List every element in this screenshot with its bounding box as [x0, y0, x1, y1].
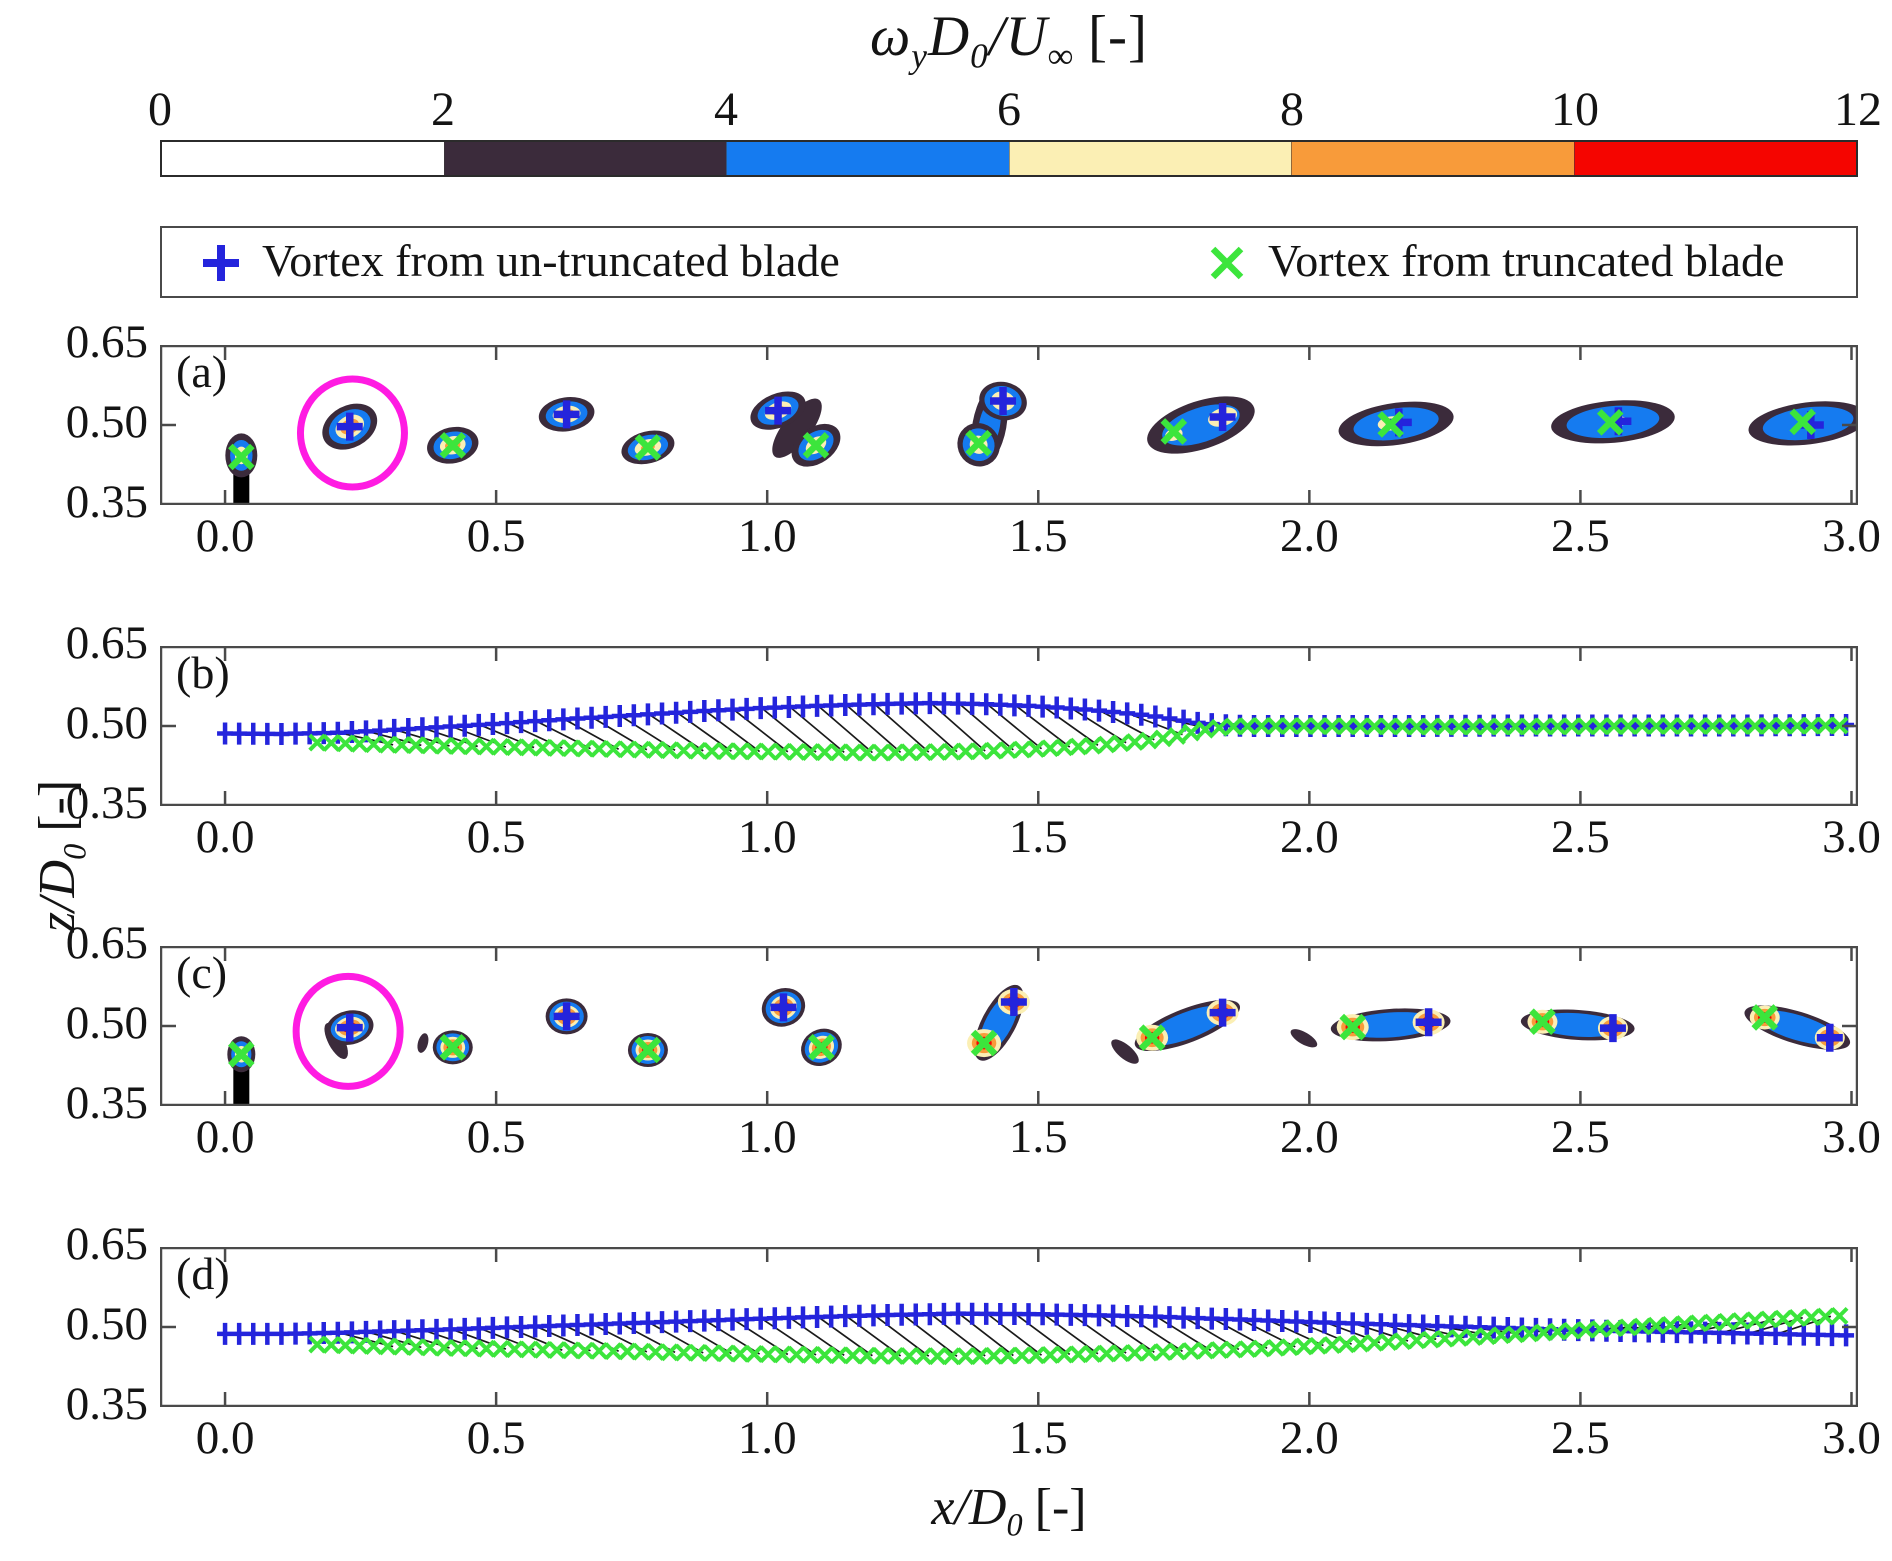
- x-tick-label: 0.5: [466, 1412, 526, 1464]
- vortex-blob: [1134, 999, 1241, 1052]
- legend-label-truncated: Vortex from truncated blade: [1268, 235, 1785, 286]
- panel-a: (a) 0.65 0.50 0.35 0.0 0.5 1.0 1.5 2.0 2.5 3.0: [66, 316, 1881, 562]
- highlight-circle: [292, 972, 404, 1090]
- x-axis-label: x/D0 [-]: [931, 1479, 1087, 1543]
- highlight-circle: [296, 375, 408, 491]
- panel-plot-d: [160, 1247, 1858, 1407]
- axes-frame: [160, 1247, 1858, 1407]
- x-tick-label: 1.5: [1008, 811, 1068, 863]
- x-tick-label: 1.0: [737, 1412, 797, 1464]
- x-tick-label: 2.5: [1551, 811, 1610, 863]
- x-tick-label: 0.0: [195, 510, 255, 562]
- y-tick-label: 0.65: [65, 1218, 148, 1270]
- x-tick-label: 0.5: [466, 811, 526, 863]
- vortex-blob: [772, 398, 822, 458]
- colorbar-segment: [1573, 142, 1856, 175]
- x-tick-label: 2.5: [1551, 1412, 1610, 1464]
- y-tick-label: 0.65: [65, 316, 148, 368]
- colorbar-tick: 6: [997, 83, 1021, 136]
- untruncated-trajectory-markers: [217, 692, 1855, 745]
- axis-ticks: [162, 946, 1856, 1106]
- colorbar-title: ωyD0/U∞ [-]: [870, 5, 1148, 76]
- x-tick-label: 3.0: [1822, 510, 1881, 562]
- truncated-trajectory-markers: [308, 1306, 1849, 1366]
- panel-plot-a: [160, 345, 1858, 505]
- colorbar-tick: 4: [714, 83, 738, 136]
- colorbar-tick: 0: [148, 83, 172, 136]
- x-tick-label: 2.0: [1279, 811, 1339, 863]
- colorbar-segment: [726, 142, 1009, 175]
- y-tick-label: 0.50: [65, 396, 148, 448]
- colorbar-tick: 2: [431, 83, 455, 136]
- axes-frame: [160, 946, 1858, 1106]
- x-tick-label: 2.0: [1279, 510, 1339, 562]
- colorbar-segment: [1291, 142, 1574, 175]
- truncated-vortex-markers: [228, 1004, 1779, 1068]
- y-tick-label: 0.35: [65, 476, 148, 528]
- x-tick-label: 1.0: [737, 1111, 797, 1163]
- panel-plot-b: [160, 646, 1858, 806]
- vortex-blob: [1290, 1029, 1318, 1048]
- vortex-blob: [1147, 396, 1255, 454]
- panel-c: (c) 0.65 0.50 0.35 0.0 0.5 1.0 1.5 2.0 2.5 3.0: [66, 917, 1881, 1163]
- y-tick-label: 0.50: [65, 1298, 148, 1350]
- x-tick-label: 0.0: [195, 811, 255, 863]
- panel-label: (a): [176, 346, 228, 397]
- x-tick-label: 1.5: [1008, 1412, 1068, 1464]
- x-tick-label: 3.0: [1822, 1111, 1881, 1163]
- x-tick-label: 0.0: [195, 1412, 255, 1464]
- y-tick-label: 0.35: [65, 777, 148, 829]
- x-tick-label: 2.0: [1279, 1412, 1339, 1464]
- x-tick-label: 3.0: [1822, 1412, 1881, 1464]
- y-tick-label: 0.65: [65, 917, 148, 969]
- y-tick-label: 0.50: [65, 997, 148, 1049]
- colorbar-tick: 10: [1551, 83, 1599, 136]
- legend-label-untruncated: Vortex from un-truncated blade: [262, 235, 840, 286]
- y-tick-label: 0.50: [65, 697, 148, 749]
- x-tick-label: 0.5: [466, 510, 526, 562]
- panel-d: (d) 0.65 0.50 0.35 0.0 0.5 1.0 1.5 2.0 2.5 3.0: [66, 1218, 1881, 1464]
- y-tick-label: 0.35: [65, 1378, 148, 1430]
- colorbar-segment: [1008, 142, 1291, 175]
- colorbar-units: [-]: [1088, 5, 1148, 68]
- x-tick-label: 1.5: [1008, 510, 1068, 562]
- legend-cross-icon: [1210, 246, 1244, 280]
- x-tick-label: 3.0: [1822, 811, 1881, 863]
- x-tick-label: 0.5: [466, 1111, 526, 1163]
- colorbar-segment: [443, 142, 726, 175]
- vortex-blob: [1111, 1039, 1139, 1064]
- panel-label: (d): [176, 1248, 230, 1299]
- x-tick-label: 2.5: [1551, 1111, 1610, 1163]
- x-tick-label: 2.0: [1279, 1111, 1339, 1163]
- colorbar-tick: 12: [1834, 83, 1882, 136]
- y-tick-label: 0.65: [65, 617, 148, 669]
- axis-ticks: [162, 1247, 1856, 1407]
- untruncated-vortex-markers: [336, 387, 1824, 441]
- vortex-blob: [417, 1033, 429, 1053]
- y-tick-label: 0.35: [65, 1077, 148, 1129]
- colorbar: [160, 140, 1858, 177]
- panel-label: (b): [176, 647, 230, 698]
- colorbar-tick: 8: [1280, 83, 1304, 136]
- axes-frame: [160, 345, 1858, 505]
- legend-plus-icon: [203, 245, 239, 281]
- x-tick-label: 2.5: [1551, 510, 1610, 562]
- panel-label: (c): [176, 947, 228, 998]
- colorbar-segment: [162, 142, 444, 175]
- panel-b: (b) 0.65 0.50 0.35 0.0 0.5 1.0 1.5 2.0 2.5 3.0: [66, 617, 1881, 863]
- axis-ticks: [162, 345, 1856, 505]
- panel-plot-c: [160, 946, 1858, 1106]
- truncated-vortex-markers: [228, 408, 1816, 471]
- axes-frame: [160, 646, 1858, 806]
- x-tick-label: 0.0: [195, 1111, 255, 1163]
- untruncated-vortex-markers: [336, 988, 1843, 1052]
- x-tick-label: 1.0: [737, 510, 797, 562]
- axis-ticks: [162, 646, 1856, 806]
- truncated-trajectory-markers: [308, 716, 1849, 762]
- x-tick-label: 1.5: [1008, 1111, 1068, 1163]
- legend: Vortex from un-truncated blade Vortex fr…: [160, 226, 1858, 298]
- x-tick-label: 1.0: [737, 811, 797, 863]
